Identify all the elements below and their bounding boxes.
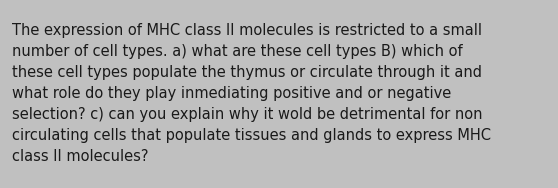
Text: The expression of MHC class II molecules is restricted to a small
number of cell: The expression of MHC class II molecules… — [12, 23, 491, 164]
